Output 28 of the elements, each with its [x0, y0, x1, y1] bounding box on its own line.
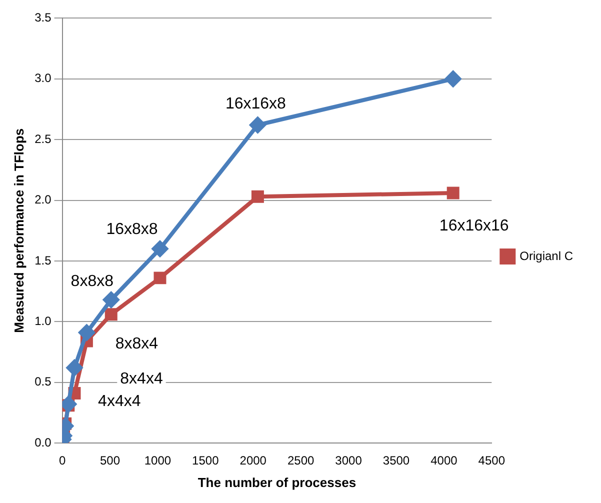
- y-axis-title: Measured performance in TFlops: [11, 128, 26, 333]
- y-tick-label: 3.0: [34, 71, 52, 86]
- legend-label: Origianl C: [520, 248, 574, 263]
- annotation: 4x4x4: [98, 392, 141, 410]
- y-tick-label: 1.0: [34, 314, 52, 328]
- x-tick-label: 1000: [144, 454, 172, 468]
- annotation: 8x8x4: [115, 335, 158, 352]
- x-tick-label: 2000: [240, 454, 267, 468]
- annotation: 8x4x4: [120, 370, 163, 388]
- y-tick-label: 0.5: [34, 374, 52, 389]
- annotation: 16x16x8: [225, 95, 286, 112]
- x-tick-label: 4000: [430, 454, 458, 468]
- x-axis-title: The number of processes: [198, 474, 356, 490]
- x-tick-label: 0: [58, 454, 66, 468]
- y-tick-label: 3.5: [34, 10, 52, 25]
- x-tick-label: 500: [100, 454, 120, 468]
- y-tick-label: 2.5: [34, 132, 52, 146]
- x-tick-label: 1500: [192, 454, 220, 468]
- x-tick-label: 2500: [287, 454, 314, 468]
- annotation: 8x8x8: [70, 273, 114, 290]
- x-tick-label: 3000: [335, 454, 362, 468]
- x-tick-label: 4500: [478, 454, 506, 468]
- y-tick-label: 1.5: [34, 253, 52, 268]
- annotation: 16x16x16: [439, 217, 509, 234]
- annotation: 16x8x8: [106, 221, 158, 238]
- y-tick-label: 0.0: [34, 435, 52, 450]
- y-tick-label: 2.0: [34, 192, 52, 207]
- x-tick-label: 3500: [382, 454, 410, 468]
